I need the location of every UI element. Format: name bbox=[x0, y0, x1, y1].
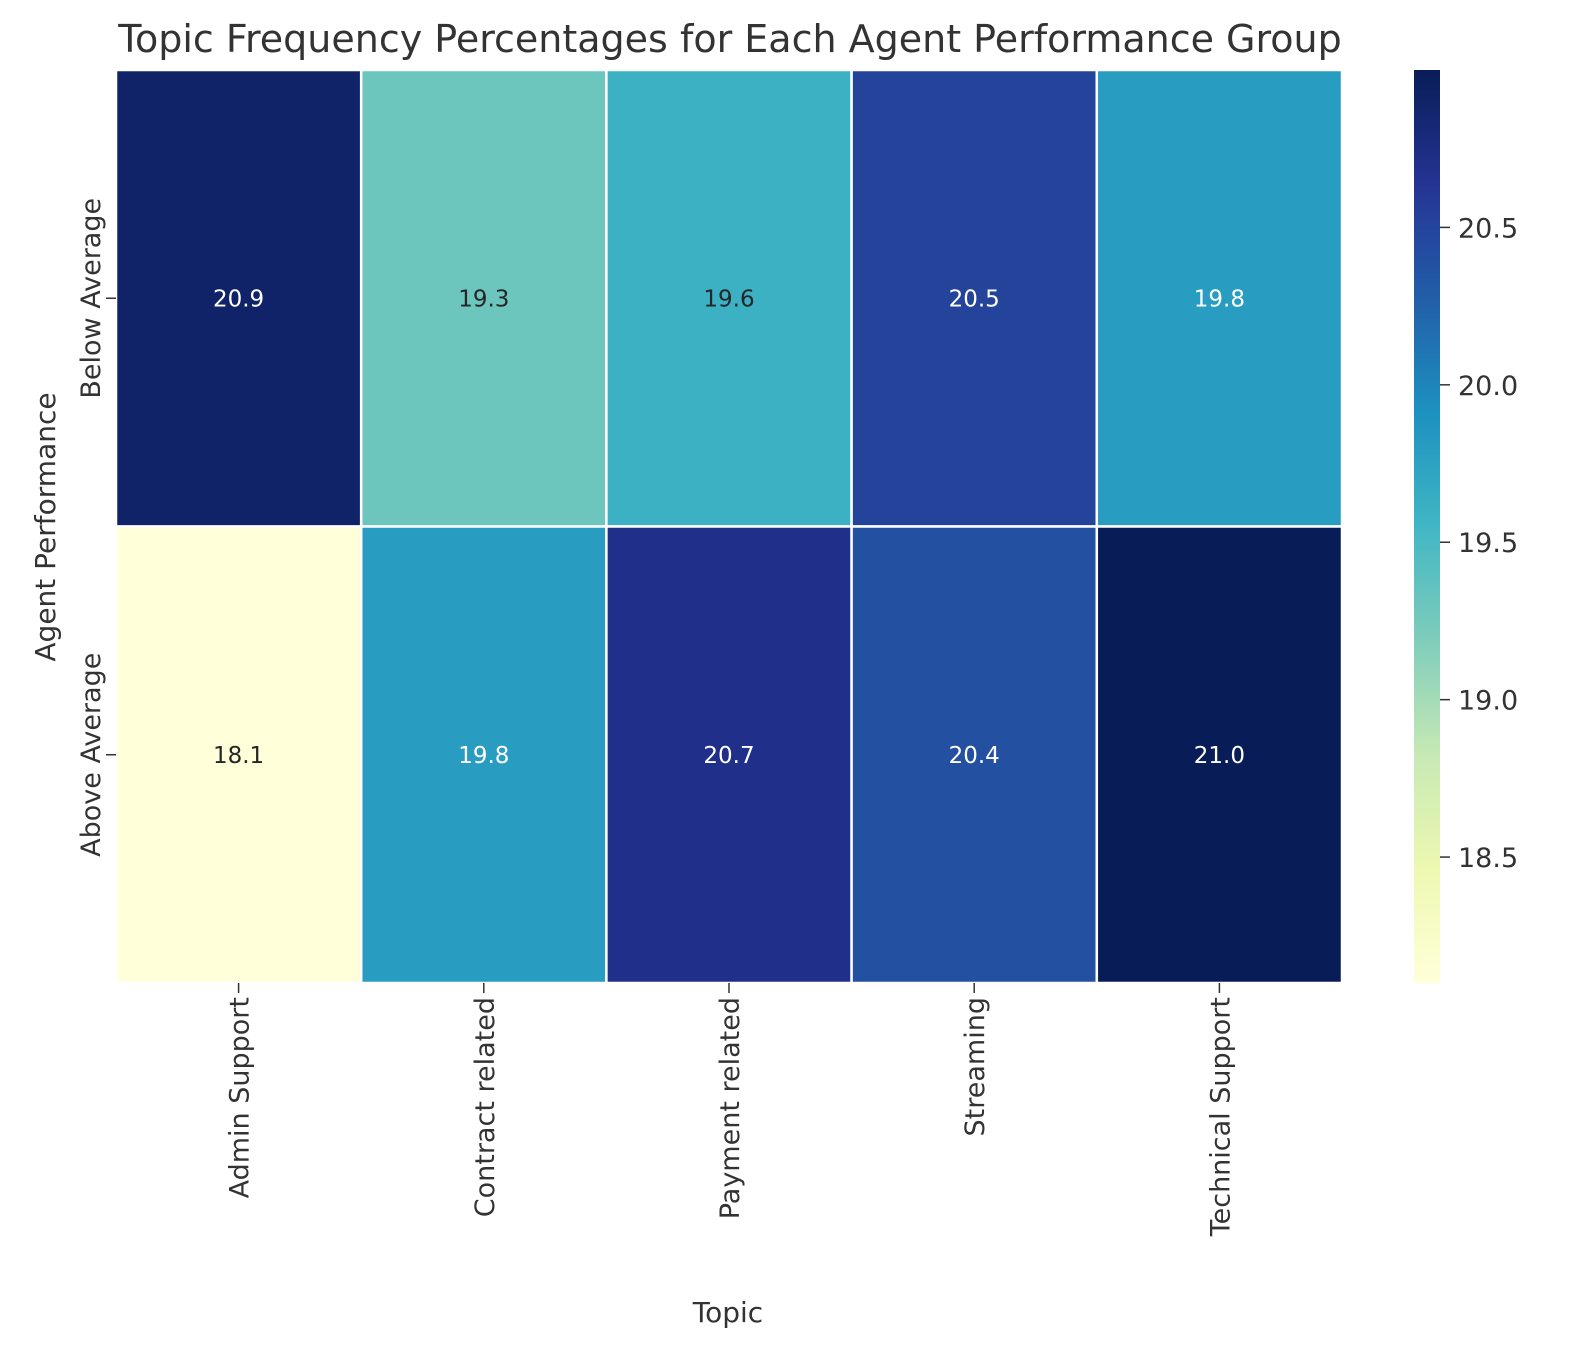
heatmap-cell bbox=[114, 68, 363, 528]
x-tick-label: Streaming bbox=[960, 997, 991, 1136]
cell-value-label: 20.7 bbox=[703, 743, 754, 769]
heatmap-cells: 20.9 19.3 19.6 20.5 19.8 18.1 19.8 20.7 20.4 21.0 bbox=[114, 68, 1344, 985]
heatmap-cell bbox=[114, 525, 363, 985]
heatmap-cell bbox=[850, 68, 1099, 528]
colorbar bbox=[1414, 70, 1440, 983]
x-axis-ticks: Admin Support Contract related Payment rel… bbox=[225, 983, 1236, 1237]
heatmap-cell bbox=[359, 68, 608, 528]
x-tick-label: Payment related bbox=[715, 997, 746, 1219]
y-tick-label: Above Average bbox=[76, 653, 107, 857]
colorbar-ticks: 18.5 19.0 19.5 20.0 20.5 bbox=[1440, 213, 1518, 874]
heatmap-cell bbox=[1095, 68, 1344, 528]
x-axis-label: Topic bbox=[692, 1296, 763, 1329]
x-tick-label: Admin Support bbox=[225, 997, 256, 1198]
cell-value-label: 21.0 bbox=[1194, 743, 1245, 769]
y-tick-label: Below Average bbox=[76, 198, 107, 399]
cell-value-label: 18.1 bbox=[213, 743, 264, 769]
cell-value-label: 19.6 bbox=[703, 286, 754, 312]
x-tick-label: Contract related bbox=[470, 997, 501, 1217]
heatmap-cell bbox=[605, 68, 853, 528]
colorbar-tick-label: 19.0 bbox=[1458, 686, 1518, 717]
cell-value-label: 20.4 bbox=[949, 743, 1000, 769]
heatmap-cell bbox=[605, 525, 853, 985]
cell-value-label: 19.8 bbox=[458, 743, 509, 769]
colorbar-tick-label: 20.5 bbox=[1458, 213, 1518, 244]
colorbar-tick-label: 19.5 bbox=[1458, 528, 1518, 559]
cell-value-label: 20.9 bbox=[213, 286, 264, 312]
cell-value-label: 19.8 bbox=[1194, 286, 1245, 312]
y-axis-label: Agent Performance bbox=[29, 392, 62, 661]
heatmap-cell bbox=[1095, 525, 1344, 985]
cell-value-label: 20.5 bbox=[949, 286, 1000, 312]
x-tick-label: Technical Support bbox=[1205, 997, 1236, 1237]
colorbar-tick-label: 20.0 bbox=[1458, 371, 1518, 402]
colorbar-tick-label: 18.5 bbox=[1458, 843, 1518, 874]
cell-value-label: 19.3 bbox=[458, 286, 509, 312]
chart-title: Topic Frequency Percentages for Each Age… bbox=[117, 17, 1342, 61]
y-axis-ticks: Below Average Above Average bbox=[76, 198, 116, 857]
